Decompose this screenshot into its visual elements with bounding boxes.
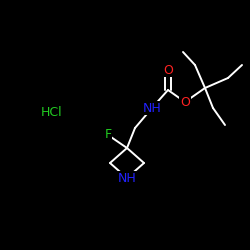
Text: HCl: HCl [41, 106, 63, 120]
Text: NH: NH [142, 102, 162, 114]
Text: O: O [180, 96, 190, 108]
Text: F: F [104, 128, 112, 141]
Text: NH: NH [118, 172, 137, 184]
Text: O: O [163, 64, 173, 76]
